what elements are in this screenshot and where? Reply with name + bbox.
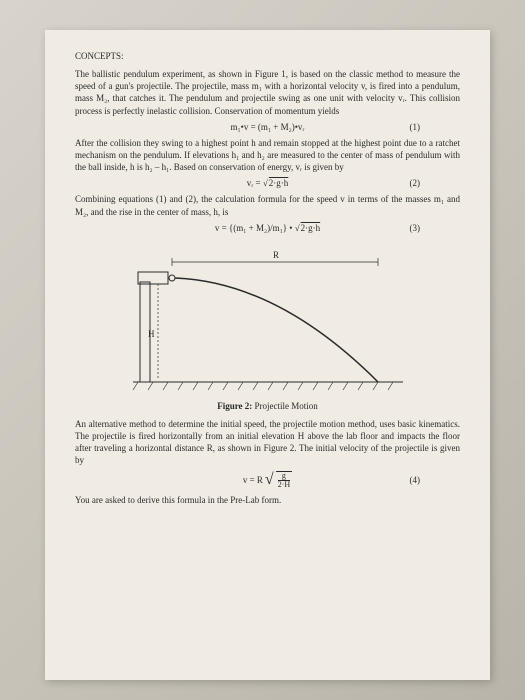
equation-1-number: (1) <box>410 121 421 133</box>
eq3-radicand: 2·g·h <box>300 223 321 233</box>
hatch <box>208 382 213 390</box>
hatch <box>313 382 318 390</box>
hatch <box>238 382 243 390</box>
equation-2-number: (2) <box>410 177 421 189</box>
hatch <box>253 382 258 390</box>
figure-2-caption-rest: Projectile Motion <box>252 401 318 411</box>
hatch <box>148 382 153 390</box>
equation-3: v = {(m₁ + M₂)/m₁} • √2·g·h <box>215 222 320 234</box>
equation-4-row: v = R √ g 2·H (4) <box>75 471 460 491</box>
hatch <box>343 382 348 390</box>
equation-2-row: vᵣ = √2·g·h (2) <box>75 177 460 189</box>
figure-2-caption-bold: Figure 2: <box>217 401 252 411</box>
paragraph-4: An alternative method to determine the i… <box>75 418 460 467</box>
trajectory-curve <box>175 278 378 382</box>
projectile-motion-diagram: H R <box>128 242 408 392</box>
hatch <box>373 382 378 390</box>
eq4-lhs: v = R <box>243 474 263 486</box>
hatch <box>388 382 393 390</box>
hatch <box>268 382 273 390</box>
figure-2-caption: Figure 2: Projectile Motion <box>75 400 460 412</box>
projectile-ball <box>169 275 175 281</box>
equation-4: v = R √ g 2·H <box>243 471 292 491</box>
hatch <box>328 382 333 390</box>
document-page: CONCEPTS: The ballistic pendulum experim… <box>45 30 490 680</box>
paragraph-3: Combining equations (1) and (2), the cal… <box>75 193 460 217</box>
h-label: H <box>148 329 155 339</box>
hatch <box>133 382 138 390</box>
equation-3-number: (3) <box>410 222 421 234</box>
paragraph-2: After the collision they swing to a high… <box>75 137 460 173</box>
eq2-lhs: vᵣ = <box>247 178 263 188</box>
hatch <box>163 382 168 390</box>
hatch <box>223 382 228 390</box>
eq3-lhs: v = {(m₁ + M₂)/m₁} • <box>215 223 295 233</box>
paragraph-5: You are asked to derive this formula in … <box>75 494 460 506</box>
r-label: R <box>273 250 279 260</box>
hatch <box>298 382 303 390</box>
eq4-denominator: 2·H <box>278 481 290 490</box>
eq4-fraction: g 2·H <box>276 471 292 491</box>
equation-2: vᵣ = √2·g·h <box>247 177 289 189</box>
equation-3-row: v = {(m₁ + M₂)/m₁} • √2·g·h (3) <box>75 222 460 234</box>
equation-1: m₁•v = (m₁ + M₂)•vᵣ <box>231 121 305 133</box>
hatch <box>193 382 198 390</box>
paragraph-1: The ballistic pendulum experiment, as sh… <box>75 68 460 117</box>
equation-4-number: (4) <box>410 474 421 486</box>
equation-1-row: m₁•v = (m₁ + M₂)•vᵣ (1) <box>75 121 460 133</box>
hatch <box>178 382 183 390</box>
eq2-radicand: 2·g·h <box>268 178 289 188</box>
concepts-heading: CONCEPTS: <box>75 50 460 62</box>
hatch <box>283 382 288 390</box>
hatch <box>358 382 363 390</box>
figure-2: H R <box>128 242 408 392</box>
